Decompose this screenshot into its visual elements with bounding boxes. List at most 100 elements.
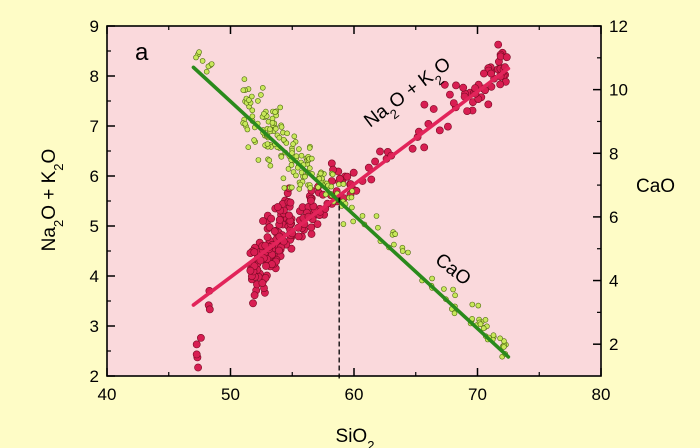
data-point: [302, 173, 308, 180]
data-point: [250, 248, 259, 257]
axis-ticks: 40 50 60 70 80 2 3 4 5 6 7 8 9 2 4 6 8 10 12: [90, 17, 628, 404]
data-point: [399, 248, 406, 254]
y-right-tick-label: 2: [609, 335, 618, 354]
plot-area: [107, 26, 601, 376]
data-point: [322, 191, 329, 198]
data-point: [298, 169, 305, 176]
data-point: [280, 175, 287, 182]
data-point: [477, 321, 484, 328]
data-point: [242, 121, 248, 127]
data-point: [307, 223, 316, 232]
y-right-tick-label: 12: [609, 17, 628, 36]
y-right-tick-label: 10: [609, 81, 628, 100]
data-point: [443, 122, 452, 131]
data-point: [192, 340, 201, 349]
data-point: [286, 198, 295, 207]
data-point: [269, 120, 276, 126]
data-point: [259, 85, 266, 91]
data-point: [359, 213, 366, 219]
data-point: [245, 144, 252, 150]
x-tick-label: 60: [345, 385, 364, 404]
data-point: [327, 159, 336, 168]
y-left-tick-label: 3: [90, 317, 99, 336]
data-point: [203, 68, 210, 75]
data-point: [459, 83, 468, 92]
data-point: [375, 224, 381, 231]
data-point: [267, 162, 274, 169]
y-left-tick-label: 8: [90, 67, 99, 86]
data-point: [480, 325, 487, 332]
data-point: [490, 332, 497, 339]
data-point: [501, 338, 507, 344]
y-left-axis-title: Na2O + K2O: [39, 149, 66, 252]
data-point: [199, 58, 206, 64]
data-point: [296, 146, 302, 152]
data-point: [280, 136, 287, 143]
data-point: [487, 69, 495, 78]
data-point: [435, 126, 444, 135]
data-point: [376, 147, 384, 156]
data-point: [249, 107, 256, 114]
data-point: [297, 181, 304, 188]
data-point: [420, 100, 429, 109]
data-point: [249, 113, 256, 120]
data-point: [284, 130, 290, 137]
y-left-tick-label: 5: [90, 217, 99, 236]
data-point: [267, 214, 276, 223]
data-point: [261, 111, 267, 117]
data-point: [264, 141, 271, 147]
data-point: [255, 98, 261, 104]
data-point: [408, 144, 417, 153]
data-point: [449, 99, 458, 107]
data-point: [240, 87, 247, 93]
data-point: [371, 157, 379, 166]
data-point: [445, 90, 454, 99]
data-point: [281, 185, 288, 191]
data-point: [452, 292, 458, 299]
data-point: [373, 213, 380, 219]
data-point: [315, 184, 321, 190]
data-point: [429, 105, 438, 113]
data-point: [278, 154, 285, 160]
data-point: [348, 194, 355, 201]
x-tick-label: 40: [98, 385, 117, 404]
data-point: [263, 233, 272, 242]
data-point: [249, 93, 255, 100]
data-point: [349, 204, 355, 211]
data-point: [250, 291, 259, 300]
data-point: [484, 100, 493, 109]
data-point: [244, 126, 251, 133]
data-point: [285, 211, 293, 220]
data-point: [291, 133, 298, 140]
data-point: [340, 181, 347, 187]
data-point: [496, 80, 505, 89]
data-point: [256, 256, 265, 265]
data-point: [266, 157, 273, 164]
data-point: [340, 221, 347, 227]
data-point: [272, 126, 279, 132]
data-point: [494, 40, 503, 49]
data-point: [350, 218, 357, 225]
y-left-tick-label: 9: [90, 17, 99, 36]
data-point: [440, 80, 449, 89]
x-axis-title: SiO2: [336, 426, 375, 448]
data-point: [285, 166, 292, 172]
fit-line-1: [191, 65, 511, 359]
data-point: [502, 53, 511, 62]
x-tick-label: 80: [592, 385, 611, 404]
y-right-tick-label: 6: [609, 208, 618, 227]
data-point: [193, 54, 199, 61]
y-right-tick-label: 4: [609, 272, 618, 291]
fit-lines: [191, 65, 511, 379]
data-point: [275, 215, 284, 224]
data-point: [277, 104, 284, 111]
data-point: [306, 145, 313, 151]
data-point: [307, 185, 314, 191]
data-point: [441, 286, 447, 292]
data-point: [287, 244, 296, 253]
data-point: [451, 310, 458, 317]
y-right-tick-label: 8: [609, 144, 618, 163]
data-point: [270, 227, 279, 236]
data-point: [420, 143, 429, 152]
x-tick-label: 70: [468, 385, 487, 404]
